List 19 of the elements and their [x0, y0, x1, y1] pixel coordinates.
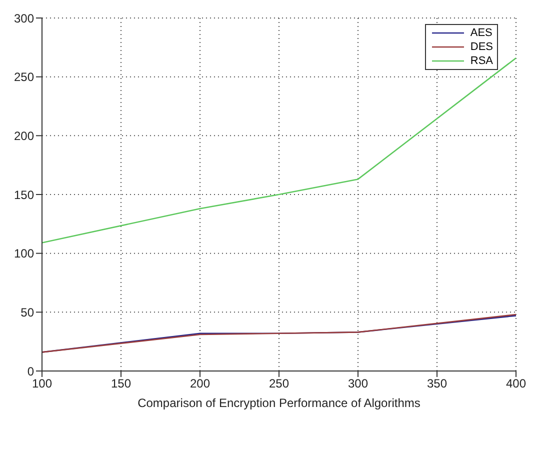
x-axis-title: Comparison of Encryption Performance of Algorithms — [138, 396, 420, 410]
x-tick-label: 300 — [348, 376, 368, 391]
y-tick-label: 200 — [14, 128, 34, 143]
x-tick-label: 250 — [268, 376, 290, 391]
x-tick-label: 350 — [426, 376, 448, 391]
y-tick-label: 50 — [20, 305, 34, 320]
y-tick-label: 300 — [14, 11, 34, 26]
legend-label: DES — [470, 41, 493, 53]
line-series — [42, 57, 516, 244]
y-tick-label: 150 — [14, 188, 34, 202]
legend-label: RSA — [470, 55, 493, 67]
legend-label: AES — [470, 27, 492, 39]
y-tick-label: 100 — [14, 246, 34, 261]
y-tick-label: 0 — [27, 364, 34, 378]
x-tick-label: 400 — [506, 376, 526, 391]
x-tick-label: 200 — [190, 376, 210, 391]
x-tick-label: 150 — [110, 376, 132, 391]
x-tick-label: 100 — [32, 376, 52, 391]
y-tick-label: 250 — [14, 70, 34, 84]
